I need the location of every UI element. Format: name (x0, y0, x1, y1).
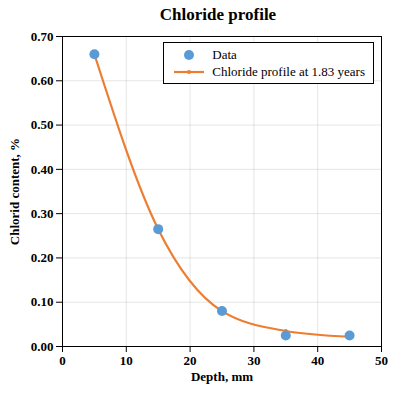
svg-text:40: 40 (311, 353, 324, 368)
svg-text:0.30: 0.30 (31, 206, 54, 221)
html-text:Data: Data (212, 46, 237, 62)
svg-text:0: 0 (59, 353, 66, 368)
svg-text:0.40: 0.40 (31, 162, 54, 177)
svg-text:20: 20 (184, 353, 197, 368)
svg-text:0.00: 0.00 (31, 339, 54, 354)
svg-text:0.20: 0.20 (31, 250, 54, 265)
svg-text:0.70: 0.70 (31, 29, 54, 44)
svg-text:0.10: 0.10 (31, 294, 54, 309)
svg-text:50: 50 (375, 353, 388, 368)
html-text:Chloride profile: Chloride profile (159, 5, 277, 24)
svg-text:30: 30 (247, 353, 260, 368)
svg-text:Depth, mm: Depth, mm (191, 369, 253, 384)
svg-text:0.50: 0.50 (31, 117, 54, 132)
svg-text:10: 10 (120, 353, 133, 368)
html-text:Chloride profile at 1.83 years: Chloride profile at 1.83 years (212, 63, 365, 79)
svg-text:0.60: 0.60 (31, 73, 54, 88)
svg-text:Chlorid content, %: Chlorid content, % (7, 138, 22, 245)
